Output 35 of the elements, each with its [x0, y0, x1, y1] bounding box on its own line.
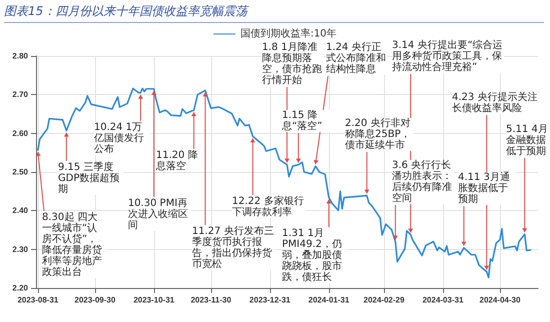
annotation: 11.20 降息落空 [156, 150, 202, 172]
annotation: 3.14 央行提出要“综合运用多种货币政策工具，保持流动性合理充裕” [392, 40, 504, 73]
x-tick-label: 2023-11-30 [190, 296, 232, 304]
y-tick-label: 2.50 [12, 168, 29, 176]
x-tick-label: 2023-08-31 [17, 296, 59, 304]
x-tick-label: 2024-04-30 [480, 296, 521, 304]
annotation: 10.24 1万亿国债发行公布 [94, 122, 150, 155]
annotation: 1.24 央行正式公布降准和结构性降息 [326, 42, 388, 75]
y-tick-label: 2.40 [12, 206, 29, 216]
annotation: 2.20 央行非对称降息25BP，债市延续牛市 [345, 118, 413, 151]
x-tick-label: 2023-12-31 [249, 296, 291, 304]
x-tick-label: 2024-01-31 [308, 296, 350, 304]
annotation: 11.27 央行发布三季度货币执行报告，指出仍保持货币宽松 [192, 226, 274, 270]
legend-label: 国债到期收益率:10年 [240, 28, 337, 40]
y-tick-label: 2.80 [12, 52, 29, 60]
y-tick-label: 2.60 [12, 128, 29, 138]
annotation: 5.11 4月金融数据低于预期 [506, 124, 548, 157]
x-tick-label: 2024-03-31 [422, 296, 464, 304]
annotation: 10.30 PMI再次进入收缩区间 [128, 198, 192, 231]
annotation: 3.6 央行行长潘功胜表示：后续仍有降准空间 [392, 160, 454, 204]
annotation: 4.23 央行提示关注长债收益率风险 [452, 92, 546, 114]
annotation: 1.15 降息“落空” [282, 110, 337, 132]
annotation: 4.11 3月通胀数据低于预期 [458, 172, 516, 205]
annotation: 1.31 1月PMI49.2，仍弱，叠加股债跷跷板，股市跌，债狂长 [282, 228, 346, 283]
chart-title: 图表15：四月份以来十年国债收益率宽幅震荡 [4, 3, 544, 23]
annotation: 9.15 三季度GDP数据超预期 [58, 162, 124, 195]
y-tick-label: 2.70 [12, 90, 29, 100]
x-tick-label: 2024-02-29 [364, 296, 405, 304]
annotation: 12.22 多家银行下调存款利率 [232, 196, 306, 218]
annotation: 8.30起 四大一线城市“认房不认贷”，降低存量房贷利率等房地产政策出台 [42, 212, 106, 278]
x-tick-label: 2023-09-30 [74, 296, 116, 304]
annotation: 1.8 1月降准降息预期落空，债市抢跑行情开始 [262, 42, 324, 86]
y-tick-label: 2.30 [12, 244, 29, 254]
x-tick-label: 2023-10-31 [133, 296, 175, 304]
y-tick-label: 2.20 [12, 284, 29, 292]
